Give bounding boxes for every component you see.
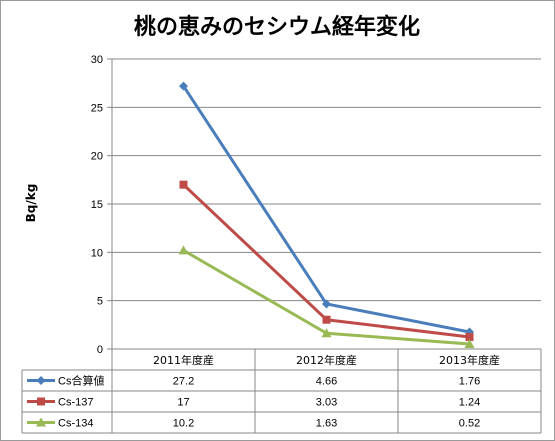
table-value: 17 <box>177 397 189 409</box>
y-tick-label: 25 <box>91 102 103 114</box>
data-point-marker <box>322 315 331 324</box>
series-2 <box>179 180 474 342</box>
data-point-marker <box>36 417 46 427</box>
legend-series-name: Cs合算値 <box>58 374 104 388</box>
y-tick-label: 10 <box>91 247 103 259</box>
gridlines <box>112 58 541 302</box>
data-point-marker <box>321 328 332 338</box>
y-tick-label: 0 <box>97 344 103 356</box>
table-value: 27.2 <box>173 376 194 388</box>
x-category-label: 2011年度産 <box>153 353 214 367</box>
data-table: 2011年度産 2012年度産 2013年度産 Cs合算値 27.2 4.66 1.76 Cs… <box>21 348 542 434</box>
y-tick-label: 5 <box>97 296 103 308</box>
data-point-marker <box>36 376 46 385</box>
data-point-marker <box>179 180 188 189</box>
y-tick-label: 15 <box>91 199 103 211</box>
series-3 <box>178 245 475 348</box>
y-axis-label: Bq/kg <box>24 184 38 223</box>
data-point-marker <box>464 338 475 348</box>
legend-series-name: Cs-137 <box>58 397 93 409</box>
table-value: 0.52 <box>459 418 480 430</box>
data-point-marker <box>322 299 331 309</box>
data-point-marker <box>179 81 188 91</box>
data-point-marker <box>178 245 189 255</box>
series-line <box>182 85 470 334</box>
table-value: 1.76 <box>459 376 480 388</box>
series-line <box>182 183 470 339</box>
y-tick-label: 30 <box>91 54 103 66</box>
y-tick-label: 20 <box>91 151 103 163</box>
data-point-marker <box>37 397 45 406</box>
series-lines <box>178 81 475 348</box>
table-value: 3.03 <box>316 397 337 409</box>
series-1 <box>179 81 474 337</box>
x-category-label: 2012年度産 <box>296 353 357 367</box>
axes: 0 5 10 15 20 25 30 <box>91 54 113 356</box>
chart-title: 桃の恵みのセシウム経年変化 <box>134 14 420 40</box>
table-value: 1.63 <box>316 418 337 430</box>
data-point-marker <box>465 333 474 342</box>
x-category-label: 2013年度産 <box>439 353 500 367</box>
table-value: 10.2 <box>173 418 194 430</box>
table-value: 1.24 <box>459 397 480 409</box>
table-value: 4.66 <box>316 376 337 388</box>
legend-series-name: Cs-134 <box>58 418 93 430</box>
